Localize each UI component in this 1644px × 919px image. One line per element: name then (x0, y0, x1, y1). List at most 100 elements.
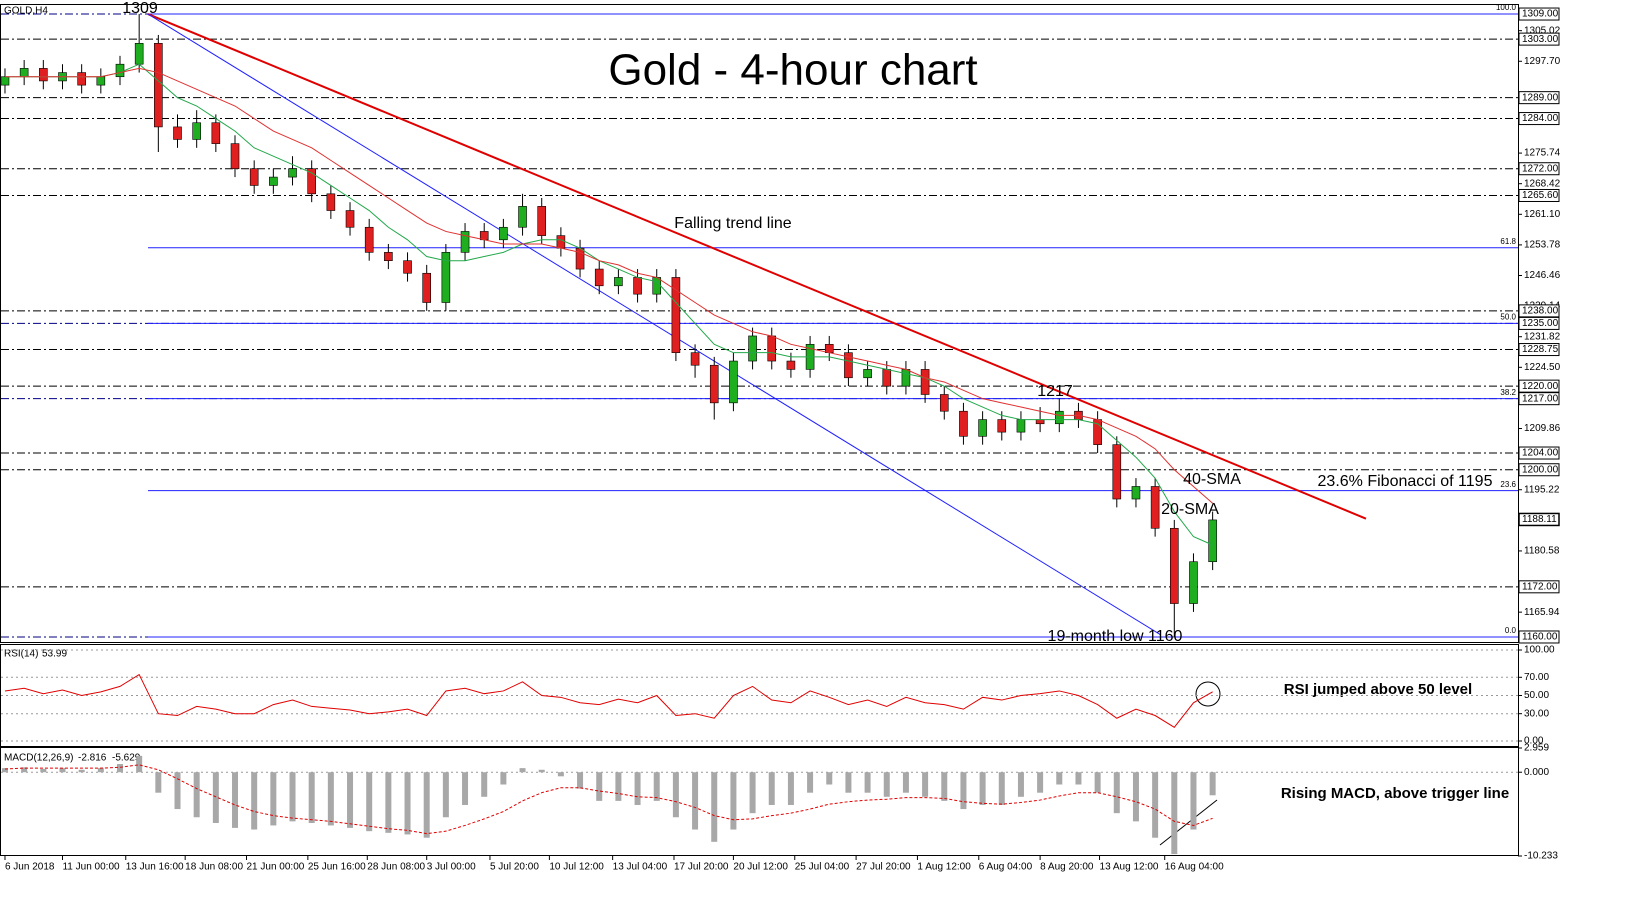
candle-body (920, 369, 930, 395)
y-tick-label: 0.000 (1524, 767, 1549, 778)
macd-bar (174, 772, 181, 810)
candle-body (633, 277, 642, 295)
macd-bar (1132, 772, 1139, 822)
current-price-box (1518, 512, 1560, 527)
y-tick-label: 1165.94 (1524, 607, 1560, 618)
candle-body (844, 352, 853, 379)
candle-body (479, 231, 489, 241)
macd-bar (941, 772, 948, 801)
x-tick-label: 21 Jun 00:00 (247, 862, 305, 873)
y-tick-label: 1195.22 (1524, 484, 1560, 495)
macd-bar (40, 768, 47, 773)
macd-bar (1094, 772, 1101, 793)
y-tick-label: 1253.78 (1524, 240, 1561, 251)
candle-body (460, 231, 470, 253)
macd-bar (212, 772, 219, 823)
x-tick-label: 11 Jun 00:00 (62, 862, 120, 873)
macd-bar (251, 772, 258, 830)
y-tick-label: 1209.86 (1524, 423, 1561, 434)
macd-bar (500, 772, 507, 785)
level-label: 1204.00 (1522, 448, 1559, 459)
x-tick-label: 10 Jul 12:00 (549, 862, 604, 873)
macd-annotation: Rising MACD, above trigger line (1281, 785, 1509, 802)
fib-label: 100.0 (1496, 3, 1517, 12)
level-label: 1303.00 (1522, 34, 1559, 45)
y-tick-label: 1224.50 (1524, 362, 1561, 373)
macd-bar (366, 772, 373, 832)
sma-label: 40-SMA (1183, 471, 1241, 488)
candle-body (537, 206, 547, 236)
y-tick-label: 1231.82 (1524, 331, 1561, 342)
macd-bar (21, 767, 28, 773)
candle-body (326, 193, 336, 211)
candle-body (249, 168, 259, 186)
macd-bar (78, 769, 85, 773)
candle-body (96, 76, 106, 86)
level-label: 1289.00 (1522, 92, 1559, 103)
level-label: 1228.75 (1522, 344, 1559, 355)
rsi-circle (1195, 681, 1221, 707)
sma-line (4, 67, 1213, 504)
level-label: 1284.00 (1522, 113, 1559, 124)
rsi-annotation: RSI jumped above 50 level (1284, 681, 1472, 698)
candle-body (1112, 444, 1122, 500)
macd-bar (462, 772, 469, 805)
macd-bar (193, 772, 200, 818)
level-box (1518, 91, 1560, 105)
y-tick-label: 50.00 (1524, 690, 1549, 701)
level-box (1518, 463, 1560, 477)
candle-body (729, 360, 738, 404)
candle-body (173, 126, 182, 140)
x-tick-label: 28 Jun 08:00 (367, 862, 425, 873)
level-label: 1160.00 (1522, 632, 1558, 643)
macd-bar (634, 772, 641, 805)
x-tick-label: 20 Jul 12:00 (733, 862, 788, 873)
macd-bar (442, 772, 449, 818)
annotation: 1309 (122, 0, 158, 17)
level-box (1518, 32, 1560, 46)
candle-body (1169, 527, 1179, 604)
fib-label: 61.8 (1500, 237, 1516, 246)
candle-body (959, 410, 968, 437)
candle-body (690, 352, 700, 366)
candle-body (1035, 419, 1045, 425)
macd-bar (845, 772, 852, 793)
macd-bar (136, 755, 143, 773)
level-box (1518, 580, 1560, 594)
trend-line (147, 13, 1367, 520)
candle-body (134, 43, 144, 65)
candle-body (1208, 519, 1217, 563)
macd-bar (807, 772, 814, 793)
candle-body (192, 122, 201, 140)
candle-body (39, 68, 48, 82)
macd-bar (692, 772, 699, 830)
candle-body (652, 277, 662, 295)
x-tick-label: 25 Jul 04:00 (795, 862, 850, 873)
candle-body (0, 76, 10, 86)
macd-bar (711, 772, 718, 842)
level-box (1518, 392, 1560, 406)
y-tick-label: 0.00 (1524, 736, 1544, 747)
candle-body (786, 360, 796, 370)
level-label: 1200.00 (1522, 464, 1559, 475)
macd-bar (519, 768, 526, 773)
current-price-label: 1188.11 (1522, 514, 1557, 525)
candle-body (671, 277, 681, 353)
y-tick-label: 70.00 (1524, 672, 1549, 683)
level-label: 1272.00 (1522, 163, 1559, 174)
macd-bar (289, 772, 296, 822)
macd-label: MACD(12,26,9) (4, 753, 73, 764)
macd-bar (596, 772, 603, 801)
candle-body (709, 364, 719, 404)
rsi-line (4, 673, 1213, 729)
x-tick-label: 6 Aug 04:00 (979, 862, 1033, 873)
macd-bar (270, 772, 277, 826)
candle-body (307, 168, 316, 195)
annotation: 23.6% Fibonacci of 1195 (1318, 473, 1493, 490)
macd-arrow-line (1159, 799, 1218, 846)
annotation: 1217 (1037, 383, 1073, 400)
macd-bar (1017, 772, 1024, 797)
macd-bar (1209, 772, 1216, 796)
level-box (1518, 630, 1560, 644)
